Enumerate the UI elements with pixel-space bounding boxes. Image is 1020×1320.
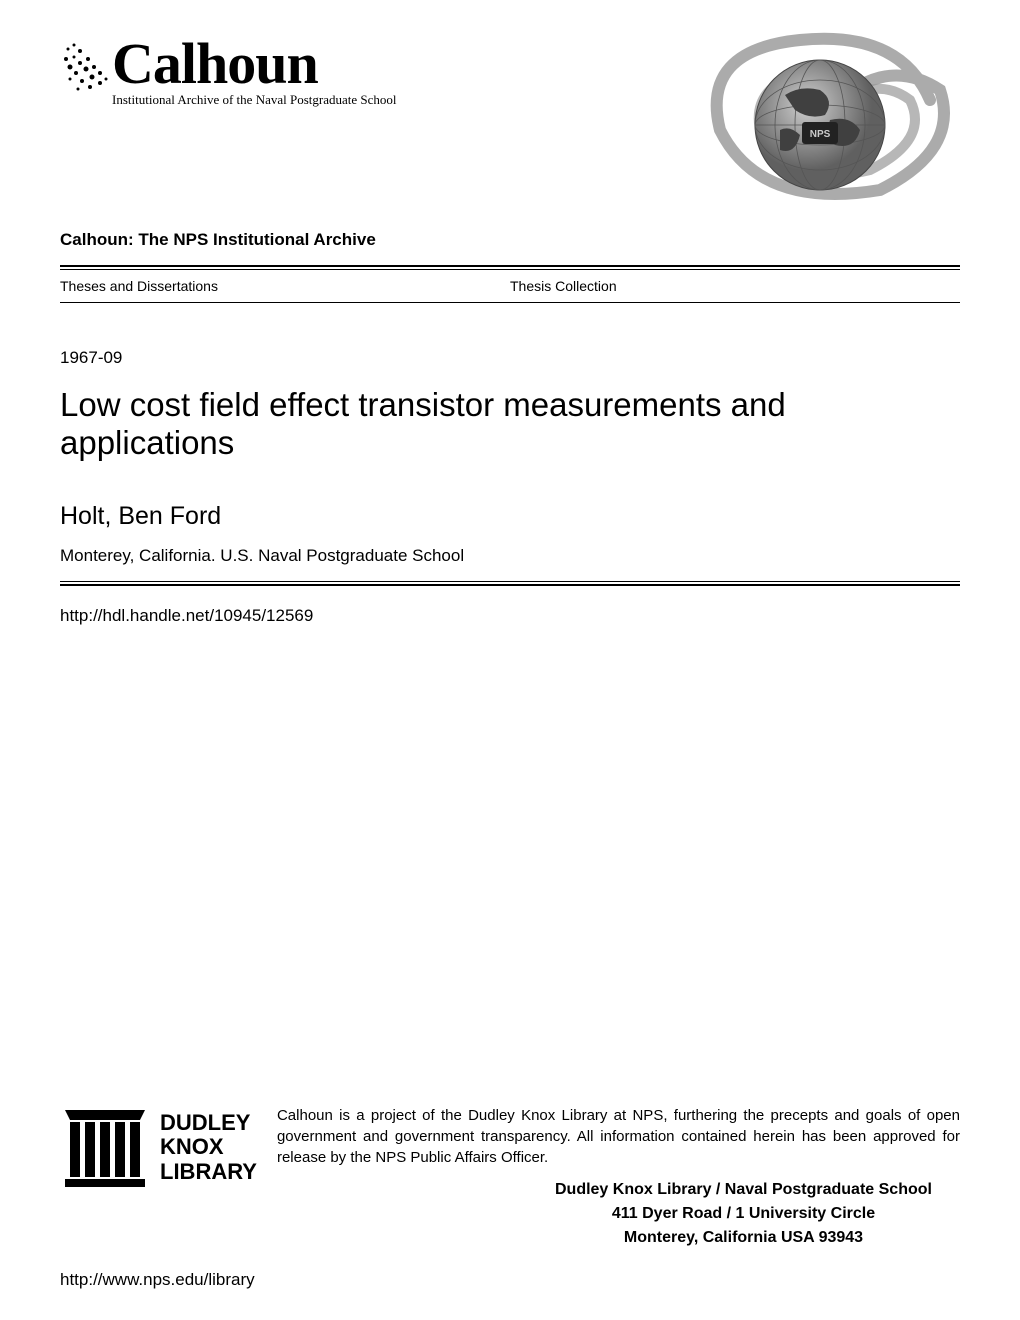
address-line1: Dudley Knox Library / Naval Postgraduate…	[527, 1178, 960, 1202]
footer-top: DUDLEY KNOX LIBRARY Calhoun is a project…	[60, 1105, 960, 1250]
document-date: 1967-09	[60, 348, 960, 368]
divider	[60, 584, 960, 586]
collection-name: Theses and Dissertations	[60, 278, 510, 294]
pillars-icon	[60, 1105, 150, 1190]
document-title: Low cost field effect transistor measure…	[60, 386, 960, 462]
footer-address: Dudley Knox Library / Naval Postgraduate…	[527, 1178, 960, 1250]
footer: DUDLEY KNOX LIBRARY Calhoun is a project…	[60, 1105, 960, 1290]
archive-title: Calhoun: The NPS Institutional Archive	[60, 230, 960, 250]
divider	[60, 302, 960, 303]
divider	[60, 265, 960, 267]
dots-pattern-icon	[60, 39, 110, 89]
library-url-link[interactable]: http://www.nps.edu/library	[60, 1270, 255, 1289]
dkl-line2: KNOX	[160, 1135, 257, 1159]
svg-text:NPS: NPS	[810, 129, 831, 140]
document-institution: Monterey, California. U.S. Naval Postgra…	[60, 546, 960, 566]
nps-globe-icon: NPS	[680, 30, 960, 210]
calhoun-logo-top: Calhoun	[60, 30, 318, 97]
document-page: Calhoun Institutional Archive of the Nav…	[0, 0, 1020, 656]
header-row: Calhoun Institutional Archive of the Nav…	[60, 30, 960, 210]
dkl-logo: DUDLEY KNOX LIBRARY	[60, 1105, 257, 1190]
handle-link[interactable]: http://hdl.handle.net/10945/12569	[60, 606, 960, 626]
address-line2: 411 Dyer Road / 1 University Circle	[527, 1202, 960, 1226]
calhoun-logo-text: Calhoun	[112, 30, 318, 97]
footer-description: Calhoun is a project of the Dudley Knox …	[277, 1105, 960, 1168]
collection-row: Theses and Dissertations Thesis Collecti…	[60, 270, 960, 302]
footer-right-block: Calhoun is a project of the Dudley Knox …	[277, 1105, 960, 1250]
divider	[60, 581, 960, 582]
dkl-line3: LIBRARY	[160, 1160, 257, 1184]
dkl-text: DUDLEY KNOX LIBRARY	[160, 1111, 257, 1184]
collection-type: Thesis Collection	[510, 278, 960, 294]
dkl-line1: DUDLEY	[160, 1111, 257, 1135]
calhoun-logo: Calhoun Institutional Archive of the Nav…	[60, 30, 397, 108]
calhoun-logo-subtitle: Institutional Archive of the Naval Postg…	[112, 92, 397, 108]
address-line3: Monterey, California USA 93943	[527, 1226, 960, 1250]
document-author: Holt, Ben Ford	[60, 502, 960, 531]
